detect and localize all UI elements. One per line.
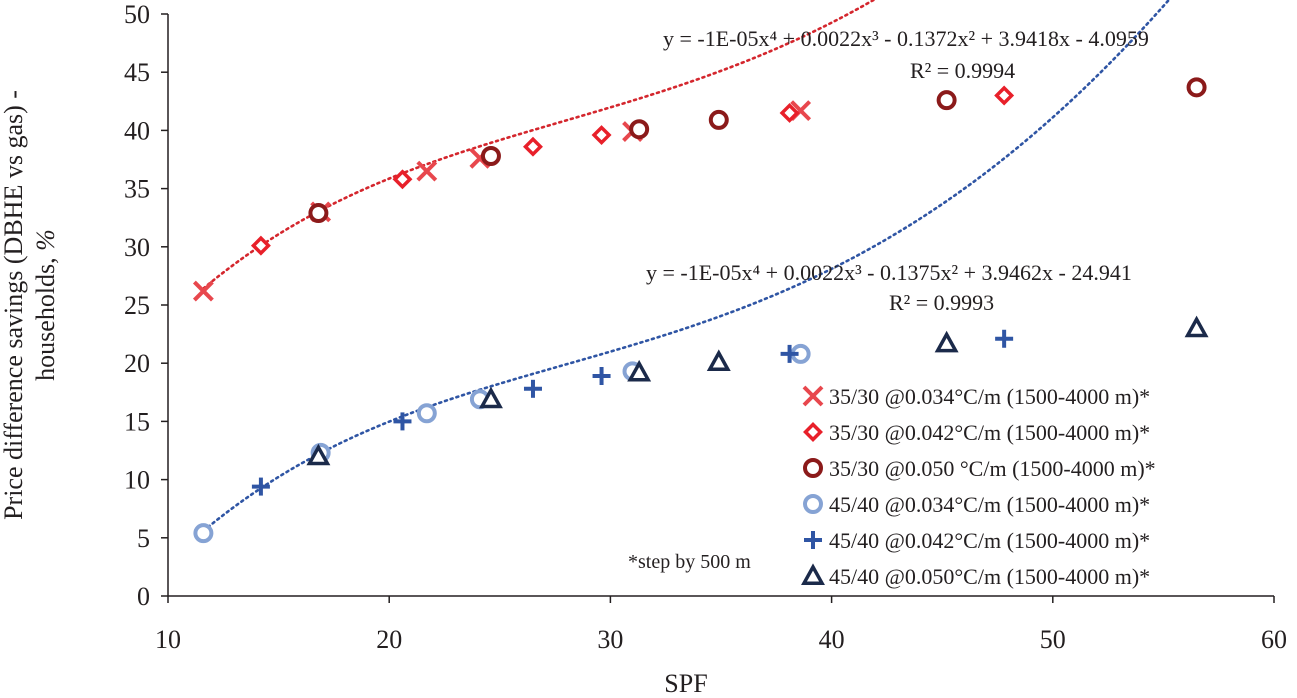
y-tick-label: 20 bbox=[124, 349, 150, 378]
y-axis-title-line1: Price difference savings (DBHE vs gas) - bbox=[0, 90, 28, 520]
step-note: *step by 500 m bbox=[628, 551, 751, 573]
data-point-series-3 bbox=[708, 109, 729, 130]
legend-label: 35/30 @0.042°C/m (1500-4000 m)* bbox=[829, 420, 1150, 445]
legend-label: 35/30 @0.050 °C/m (1500-4000 m)* bbox=[829, 456, 1156, 481]
trendline-blue bbox=[202, 0, 1171, 533]
x-tick-label: 40 bbox=[819, 625, 845, 654]
y-tick-label: 10 bbox=[124, 466, 150, 495]
x-tick-label: 20 bbox=[376, 625, 402, 654]
data-point-series-6 bbox=[1184, 315, 1209, 338]
legend-label: 45/40 @0.050°C/m (1500-4000 m)* bbox=[829, 564, 1150, 589]
trend-equation-blue: y = -1E-05x⁴ + 0.0022x³ - 0.1375x² + 3.9… bbox=[646, 260, 1132, 285]
legend-item: 35/30 @0.042°C/m (1500-4000 m)* bbox=[803, 420, 1150, 445]
x-tick-label: 50 bbox=[1040, 625, 1066, 654]
data-point-series-1 bbox=[416, 160, 438, 182]
data-point-series-2 bbox=[591, 125, 612, 146]
y-tick-label: 45 bbox=[124, 58, 150, 87]
data-point-series-5 bbox=[251, 477, 270, 496]
legend-item: 35/30 @0.050 °C/m (1500-4000 m)* bbox=[803, 456, 1156, 481]
y-tick-label: 25 bbox=[124, 291, 150, 320]
x-tick-label: 30 bbox=[597, 625, 623, 654]
legend-item: 45/40 @0.034°C/m (1500-4000 m)* bbox=[803, 492, 1150, 517]
legend-marker bbox=[803, 494, 823, 514]
data-point-series-5 bbox=[780, 344, 799, 363]
data-point-series-4 bbox=[193, 523, 214, 544]
legend-marker bbox=[804, 531, 822, 549]
data-point-series-6 bbox=[706, 349, 731, 371]
legend-marker bbox=[802, 385, 824, 407]
y-tick-label: 30 bbox=[124, 233, 150, 262]
data-point-series-3 bbox=[629, 119, 650, 140]
legend-marker bbox=[803, 458, 823, 478]
data-point-series-1 bbox=[192, 280, 214, 302]
data-point-series-5 bbox=[995, 329, 1014, 348]
tick-layer: 10 20 30 40 50 60 0 5 10 15 20 25 30 35 40 45 50 bbox=[124, 0, 1287, 654]
data-point-series-2 bbox=[392, 169, 413, 190]
y-axis-title-group: Price difference savings (DBHE vs gas) -… bbox=[0, 90, 60, 520]
legend-marker bbox=[801, 563, 825, 585]
y-tick-label: 0 bbox=[137, 582, 150, 611]
legend-label: 45/40 @0.042°C/m (1500-4000 m)* bbox=[829, 528, 1150, 553]
legend-label: 35/30 @0.034°C/m (1500-4000 m)* bbox=[829, 384, 1150, 409]
data-point-series-3 bbox=[1186, 77, 1207, 98]
legend-item: 35/30 @0.034°C/m (1500-4000 m)* bbox=[802, 384, 1150, 409]
legend-label: 45/40 @0.034°C/m (1500-4000 m)* bbox=[829, 492, 1150, 517]
data-point-series-3 bbox=[936, 90, 957, 111]
x-tick-label: 10 bbox=[155, 625, 181, 654]
data-point-series-5 bbox=[393, 412, 412, 431]
data-point-series-6 bbox=[627, 359, 652, 382]
x-axis-title: SPF bbox=[664, 669, 707, 698]
y-tick-label: 40 bbox=[124, 116, 150, 145]
data-point-series-4 bbox=[416, 403, 437, 424]
y-tick-label: 5 bbox=[137, 524, 150, 553]
legend-item: 45/40 @0.042°C/m (1500-4000 m)* bbox=[804, 528, 1150, 553]
trendline-layer bbox=[202, 0, 1171, 533]
data-point-series-2 bbox=[779, 102, 800, 123]
trendline-red bbox=[202, 0, 877, 290]
trend-equation-red: y = -1E-05x⁴ + 0.0022x³ - 0.1372x² + 3.9… bbox=[663, 26, 1149, 51]
y-axis-title-text: households, bbox=[31, 251, 60, 381]
x-tick-label: 60 bbox=[1261, 625, 1287, 654]
legend-marker bbox=[803, 422, 823, 442]
data-point-series-2 bbox=[994, 85, 1015, 106]
data-point-series-6 bbox=[478, 386, 503, 409]
trend-r2-blue: R² = 0.9993 bbox=[889, 290, 994, 315]
data-point-series-6 bbox=[306, 443, 331, 466]
legend: 35/30 @0.034°C/m (1500-4000 m)* 35/30 @0.… bbox=[801, 384, 1156, 589]
trend-r2-red: R² = 0.9994 bbox=[910, 58, 1015, 83]
y-axis-title-unit: % bbox=[31, 229, 60, 251]
y-tick-label: 50 bbox=[124, 0, 150, 29]
data-point-layer bbox=[192, 77, 1209, 544]
data-point-series-3 bbox=[480, 146, 501, 167]
y-tick-label: 15 bbox=[124, 407, 150, 436]
data-point-series-2 bbox=[523, 136, 543, 157]
data-point-series-5 bbox=[592, 367, 611, 386]
data-point-series-6 bbox=[934, 330, 959, 353]
y-axis-title-line2: households, % bbox=[31, 229, 60, 381]
y-tick-label: 35 bbox=[124, 175, 150, 204]
data-point-series-5 bbox=[523, 379, 542, 398]
data-point-series-3 bbox=[308, 203, 329, 224]
legend-item: 45/40 @0.050°C/m (1500-4000 m)* bbox=[801, 563, 1150, 589]
data-point-series-2 bbox=[250, 235, 271, 256]
